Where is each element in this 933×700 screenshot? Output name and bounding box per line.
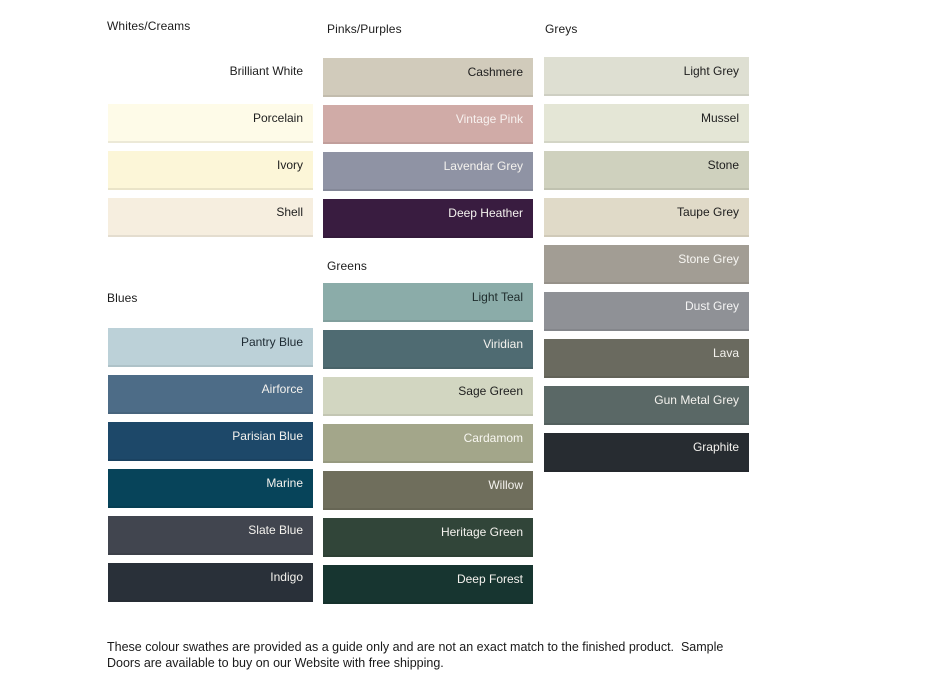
swatch-label-stone-grey: Stone Grey	[678, 252, 739, 266]
swatch-label-dust-grey: Dust Grey	[684, 299, 739, 313]
swatch-label-graphite: Graphite	[692, 440, 739, 454]
group-header-blues: Blues	[107, 291, 138, 305]
swatch-stone-grey: Stone Grey	[544, 245, 749, 284]
swatch-porcelain: Porcelain	[108, 104, 313, 143]
swatch-label-viridian: Viridian	[483, 337, 523, 351]
swatch-parisian-blue: Parisian Blue	[108, 422, 313, 461]
swatch-label-marine: Marine	[266, 476, 303, 490]
swatch-viridian: Viridian	[323, 330, 533, 369]
swatch-group-pinks-purples: Cashmere Vintage Pink Lavendar Grey Deep…	[323, 58, 533, 238]
swatch-label-taupe-grey: Taupe Grey	[676, 205, 739, 219]
disclaimer-line-2: Doors are available to buy on our Websit…	[107, 655, 444, 670]
swatch-deep-forest: Deep Forest	[323, 565, 533, 604]
swatch-label-slate-blue: Slate Blue	[248, 523, 303, 537]
swatch-vintage-pink: Vintage Pink	[323, 105, 533, 144]
swatch-group-greens: Light Teal Viridian Sage Green Cardamom …	[323, 283, 533, 604]
swatch-label-light-teal: Light Teal	[471, 290, 523, 304]
swatch-heritage-green: Heritage Green	[323, 518, 533, 557]
swatch-cardamom: Cardamom	[323, 424, 533, 463]
group-header-greys: Greys	[545, 22, 578, 36]
swatch-stone: Stone	[544, 151, 749, 190]
swatch-sage-green: Sage Green	[323, 377, 533, 416]
swatch-label-indigo: Indigo	[270, 570, 303, 584]
swatch-label-willow: Willow	[488, 478, 523, 492]
swatch-label-sage-green: Sage Green	[458, 384, 523, 398]
group-header-whites-creams: Whites/Creams	[107, 19, 191, 33]
swatch-label-cashmere: Cashmere	[467, 65, 523, 79]
swatch-cashmere: Cashmere	[323, 58, 533, 97]
group-header-greens: Greens	[327, 259, 367, 273]
swatch-graphite: Graphite	[544, 433, 749, 472]
swatch-label-stone: Stone	[707, 158, 739, 172]
swatch-label-deep-heather: Deep Heather	[448, 206, 523, 220]
swatch-dust-grey: Dust Grey	[544, 292, 749, 331]
swatch-label-gun-metal-grey: Gun Metal Grey	[654, 393, 739, 407]
swatch-pantry-blue: Pantry Blue	[108, 328, 313, 367]
swatch-label-lavendar-grey: Lavendar Grey	[443, 159, 523, 173]
swatch-light-grey: Light Grey	[544, 57, 749, 96]
swatch-label-pantry-blue: Pantry Blue	[240, 335, 303, 349]
swatch-airforce: Airforce	[108, 375, 313, 414]
swatch-label-airforce: Airforce	[261, 382, 303, 396]
swatch-light-teal: Light Teal	[323, 283, 533, 322]
swatch-label-brilliant-white: Brilliant White	[229, 64, 303, 78]
swatch-slate-blue: Slate Blue	[108, 516, 313, 555]
swatch-label-shell: Shell	[276, 205, 303, 219]
swatch-mussel: Mussel	[544, 104, 749, 143]
swatch-label-deep-forest: Deep Forest	[456, 572, 523, 586]
swatch-marine: Marine	[108, 469, 313, 508]
swatch-lava: Lava	[544, 339, 749, 378]
swatch-group-whites-creams: Brilliant White Porcelain Ivory Shell	[108, 57, 313, 237]
swatch-brilliant-white: Brilliant White	[108, 57, 313, 96]
swatch-group-blues: Pantry Blue Airforce Parisian Blue Marin…	[108, 328, 313, 602]
swatch-willow: Willow	[323, 471, 533, 510]
swatch-label-porcelain: Porcelain	[252, 111, 303, 125]
disclaimer-text: These colour swathes are provided as a g…	[107, 640, 767, 671]
swatch-label-vintage-pink: Vintage Pink	[455, 112, 523, 126]
swatch-label-heritage-green: Heritage Green	[440, 525, 523, 539]
swatch-label-ivory: Ivory	[276, 158, 303, 172]
swatch-gun-metal-grey: Gun Metal Grey	[544, 386, 749, 425]
swatch-group-greys: Light Grey Mussel Stone Taupe Grey Stone…	[544, 57, 749, 472]
swatch-label-mussel: Mussel	[700, 111, 739, 125]
swatch-taupe-grey: Taupe Grey	[544, 198, 749, 237]
swatch-deep-heather: Deep Heather	[323, 199, 533, 238]
group-header-pinks-purples: Pinks/Purples	[327, 22, 402, 36]
swatch-label-cardamom: Cardamom	[463, 431, 523, 445]
swatch-label-light-grey: Light Grey	[683, 64, 739, 78]
swatch-shell: Shell	[108, 198, 313, 237]
swatch-ivory: Ivory	[108, 151, 313, 190]
swatch-label-parisian-blue: Parisian Blue	[232, 429, 303, 443]
swatch-indigo: Indigo	[108, 563, 313, 602]
swatch-lavendar-grey: Lavendar Grey	[323, 152, 533, 191]
swatch-label-lava: Lava	[712, 346, 739, 360]
disclaimer-line-1: These colour swathes are provided as a g…	[107, 640, 724, 654]
